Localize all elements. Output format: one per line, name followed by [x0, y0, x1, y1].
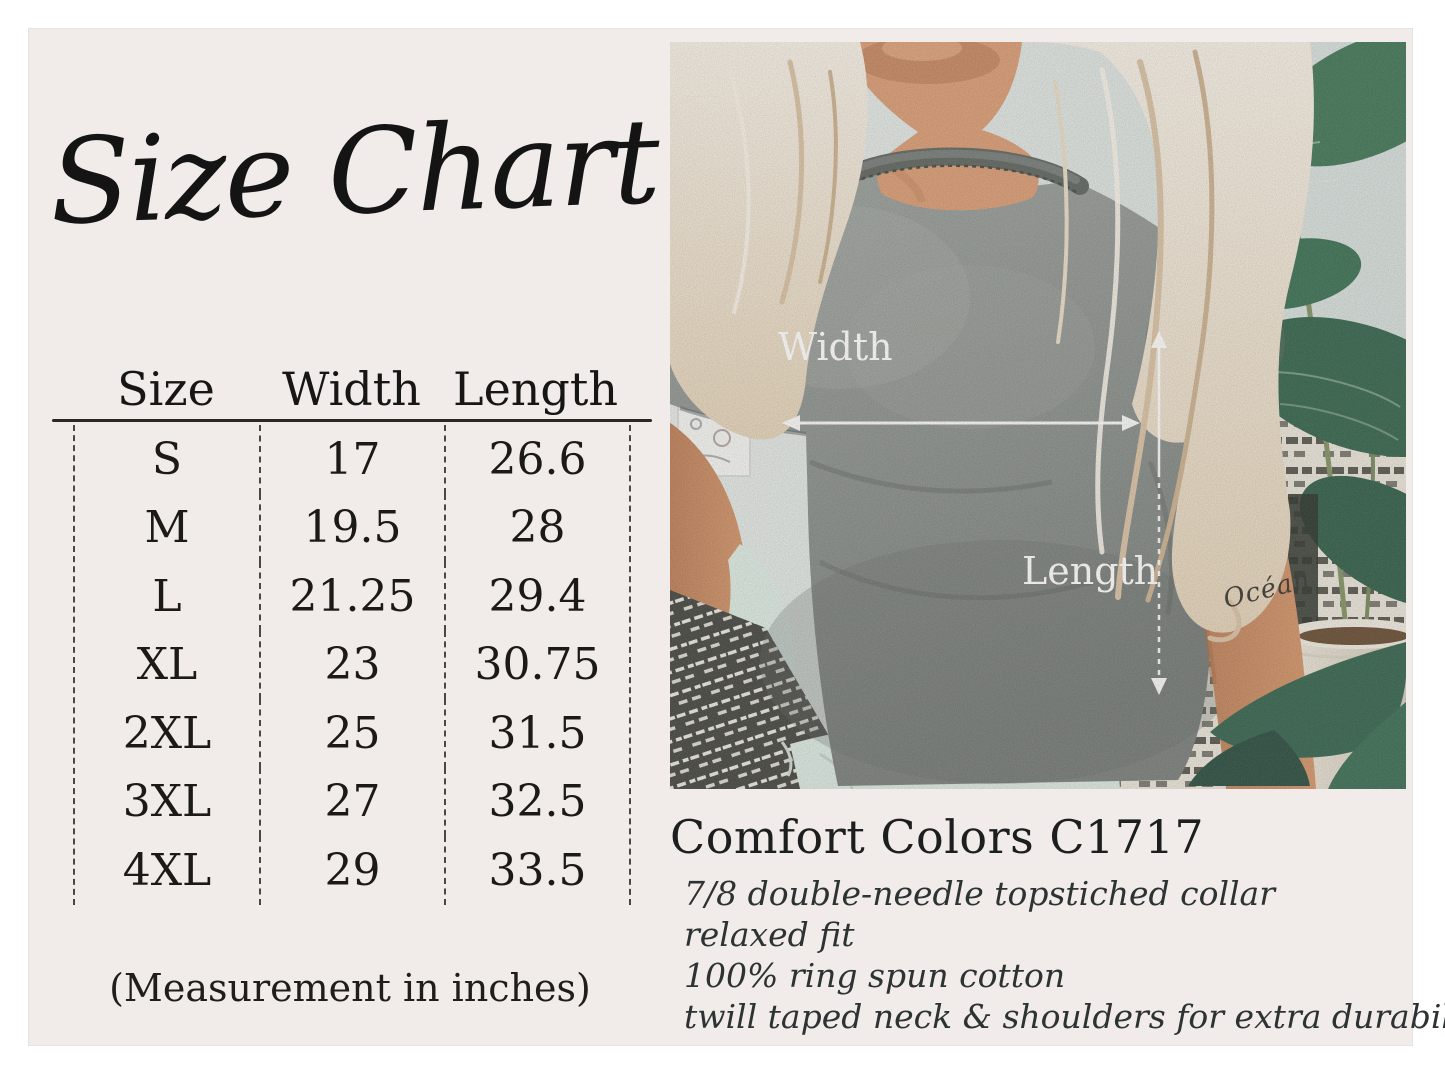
- length-cell: 31.5: [488, 707, 587, 759]
- feature-item: 7/8 double-needle topstiched collar: [684, 874, 1276, 913]
- product-name: Comfort Colors C1717: [670, 810, 1205, 864]
- length-cell: 33.5: [488, 844, 587, 896]
- size-cell: L: [75, 562, 261, 631]
- width-cell: 21.25: [261, 562, 446, 631]
- size-table: S 17 26.6 M 19.5 28 L 21.25 29.4 XL 23 3…: [73, 425, 631, 905]
- width-cell: 25: [261, 699, 446, 768]
- size-cell: S: [75, 425, 261, 494]
- length-cell: 26.6: [488, 433, 587, 485]
- size-cell: 2XL: [75, 699, 261, 768]
- column-header-length: Length: [453, 362, 618, 416]
- column-header-size: Size: [117, 362, 215, 416]
- feature-list: 7/8 double-needle topstiched collar rela…: [684, 873, 1445, 1037]
- width-cell: 19.5: [261, 493, 446, 562]
- length-cell: 29.4: [488, 570, 587, 622]
- size-cell: 4XL: [75, 836, 261, 905]
- warm-cast-overlay: [670, 42, 1406, 789]
- measurement-caption: (Measurement in inches): [109, 966, 591, 1010]
- table-header-rule: [52, 419, 652, 422]
- length-cell: 32.5: [488, 776, 587, 828]
- product-photo-illustration: Océan Wi: [670, 42, 1406, 789]
- width-cell: 23: [261, 630, 446, 699]
- grain-overlay-light: [670, 42, 1406, 789]
- width-cell: 27: [261, 767, 446, 836]
- feature-item: relaxed fit: [684, 915, 855, 954]
- size-cell: M: [75, 493, 261, 562]
- length-cell: 28: [509, 502, 566, 554]
- length-cell: 30.75: [474, 639, 601, 691]
- page-title: Size Chart: [47, 91, 661, 252]
- card: Size Chart Size Width Length S 17 26.6 M…: [28, 28, 1445, 1046]
- width-cell: 29: [261, 836, 446, 905]
- size-table-header: Size Width Length: [73, 358, 627, 420]
- column-header-width: Width: [282, 362, 421, 416]
- width-cell: 17: [261, 425, 446, 494]
- product-photo: Océan Wi: [670, 42, 1406, 789]
- feature-item: twill taped neck & shoulders for extra d…: [684, 997, 1445, 1036]
- size-cell: XL: [75, 630, 261, 699]
- size-cell: 3XL: [75, 767, 261, 836]
- feature-item: 100% ring spun cotton: [684, 956, 1066, 995]
